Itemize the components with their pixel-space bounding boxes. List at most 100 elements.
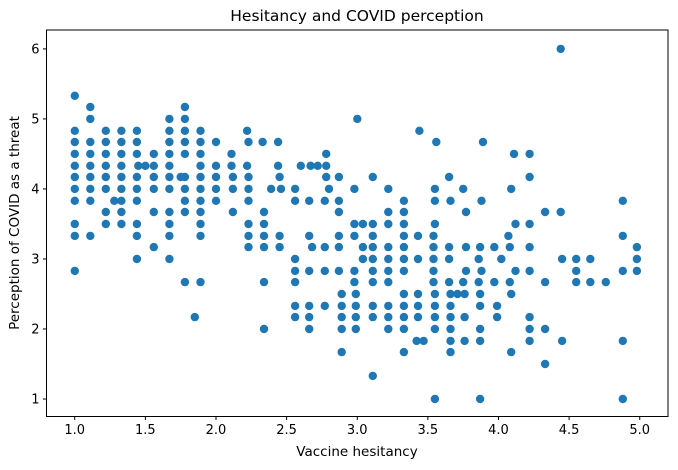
data-point xyxy=(117,137,126,147)
data-point xyxy=(275,172,284,182)
data-point xyxy=(358,242,368,252)
data-point xyxy=(430,324,440,334)
data-point xyxy=(475,394,485,404)
data-point xyxy=(337,324,346,334)
y-tick-label: 4 xyxy=(31,182,39,197)
data-point xyxy=(430,312,440,322)
data-point xyxy=(141,161,150,170)
data-point xyxy=(165,172,174,182)
data-point xyxy=(459,277,468,287)
data-point xyxy=(196,161,205,170)
data-point xyxy=(368,301,377,311)
x-tick-label: 2.0 xyxy=(206,423,227,438)
data-point xyxy=(305,196,314,205)
data-point xyxy=(368,172,377,182)
data-point xyxy=(180,184,190,194)
data-point xyxy=(180,277,190,287)
data-point xyxy=(399,301,409,311)
data-point xyxy=(180,207,190,217)
data-point xyxy=(70,137,80,147)
y-tick-label: 1 xyxy=(31,392,39,407)
data-point xyxy=(337,301,346,311)
data-point xyxy=(70,126,80,135)
data-point xyxy=(149,207,158,217)
data-point xyxy=(242,161,252,170)
data-point xyxy=(190,312,199,322)
data-point xyxy=(180,102,190,112)
data-point xyxy=(101,126,111,135)
x-tick-label: 3.5 xyxy=(418,423,439,438)
data-point xyxy=(446,289,455,299)
data-point xyxy=(429,242,438,252)
data-point xyxy=(117,126,126,135)
data-point xyxy=(461,207,471,217)
data-point xyxy=(429,266,438,276)
data-point xyxy=(101,149,111,159)
data-point xyxy=(165,219,174,229)
data-point xyxy=(165,137,174,147)
data-point xyxy=(492,312,502,322)
data-point xyxy=(601,277,610,287)
data-point xyxy=(430,196,440,205)
data-point xyxy=(368,312,377,322)
data-point xyxy=(165,207,174,217)
data-point xyxy=(117,161,126,170)
y-axis-label: Perception of COVID as a threat xyxy=(7,116,23,330)
data-point xyxy=(165,149,174,159)
data-point xyxy=(132,126,142,135)
data-point xyxy=(290,277,300,287)
data-point xyxy=(525,324,534,334)
data-point xyxy=(196,207,205,217)
data-point xyxy=(350,277,359,287)
data-point xyxy=(446,347,455,357)
data-point xyxy=(70,196,80,205)
data-point xyxy=(475,324,485,334)
data-point xyxy=(211,161,221,170)
data-point xyxy=(86,149,95,159)
y-tick-label: 6 xyxy=(31,42,39,57)
data-point xyxy=(557,254,567,264)
data-point xyxy=(415,126,424,135)
data-point xyxy=(101,207,111,217)
data-point xyxy=(290,184,300,194)
data-point xyxy=(180,126,190,135)
data-point xyxy=(244,137,253,147)
data-point xyxy=(334,266,344,276)
data-point xyxy=(70,231,80,241)
data-point xyxy=(399,324,409,334)
data-point xyxy=(504,231,513,241)
data-point xyxy=(86,196,95,205)
data-point xyxy=(429,277,438,287)
data-point xyxy=(368,231,377,241)
data-point xyxy=(296,161,305,170)
data-point xyxy=(196,277,205,287)
data-point xyxy=(117,172,126,182)
data-point xyxy=(412,336,421,346)
data-point xyxy=(453,289,462,299)
data-point xyxy=(497,254,506,264)
data-point xyxy=(384,184,393,194)
data-point xyxy=(490,242,499,252)
data-point xyxy=(196,219,205,229)
data-point xyxy=(86,231,95,241)
data-point xyxy=(334,172,344,182)
data-point xyxy=(244,184,253,194)
data-point xyxy=(322,149,331,159)
data-point xyxy=(228,184,238,194)
data-point xyxy=(586,254,595,264)
data-point xyxy=(110,196,119,205)
data-point xyxy=(86,102,95,112)
data-point xyxy=(384,312,393,322)
data-point xyxy=(132,137,142,147)
data-point xyxy=(117,184,126,194)
data-point xyxy=(540,277,550,287)
x-tick-label: 3.0 xyxy=(347,423,368,438)
data-point xyxy=(505,242,514,252)
data-point xyxy=(505,277,514,287)
data-point xyxy=(306,161,315,170)
data-point xyxy=(429,254,438,264)
data-point xyxy=(430,184,440,194)
data-point xyxy=(632,254,642,264)
data-point xyxy=(446,301,455,311)
data-point xyxy=(242,126,252,135)
